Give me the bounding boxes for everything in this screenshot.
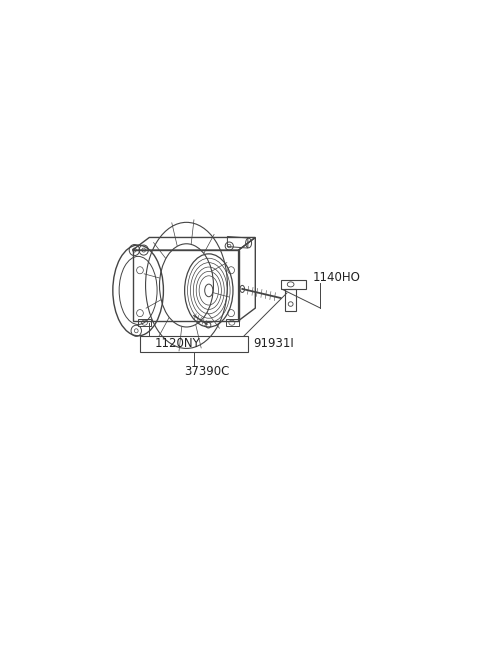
Text: 37390C: 37390C bbox=[185, 365, 230, 378]
Text: 1140HO: 1140HO bbox=[313, 271, 361, 284]
Text: 1120NY: 1120NY bbox=[155, 337, 201, 350]
Text: 91931I: 91931I bbox=[253, 337, 294, 350]
